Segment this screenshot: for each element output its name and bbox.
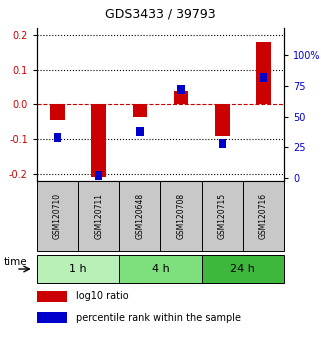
Bar [160, 181, 202, 251]
Bar [215, 104, 230, 136]
Bar [119, 181, 160, 251]
Bar [133, 104, 147, 116]
Bar [37, 255, 119, 283]
Text: GSM120708: GSM120708 [177, 193, 186, 239]
Bar [256, 42, 271, 104]
Text: 24 h: 24 h [230, 264, 255, 274]
Bar [37, 181, 78, 251]
Bar [174, 91, 188, 104]
Bar [91, 104, 106, 177]
Bar [50, 104, 65, 120]
Text: log10 ratio: log10 ratio [76, 291, 129, 301]
Text: 4 h: 4 h [152, 264, 169, 274]
Bar [178, 85, 185, 94]
Text: 1 h: 1 h [69, 264, 87, 274]
Bar [95, 171, 102, 180]
Text: GSM120711: GSM120711 [94, 193, 103, 239]
Bar [78, 181, 119, 251]
Bar [37, 312, 66, 323]
Bar [243, 181, 284, 251]
Text: time: time [3, 257, 27, 267]
Bar [37, 291, 66, 302]
Bar [136, 127, 143, 136]
Bar [202, 255, 284, 283]
Bar [219, 139, 226, 148]
Bar [202, 181, 243, 251]
Text: percentile rank within the sample: percentile rank within the sample [76, 313, 241, 322]
Text: GSM120715: GSM120715 [218, 193, 227, 239]
Bar [260, 73, 267, 82]
Text: GSM120648: GSM120648 [135, 193, 144, 239]
Text: GSM120716: GSM120716 [259, 193, 268, 239]
Bar [119, 255, 202, 283]
Text: GSM120710: GSM120710 [53, 193, 62, 239]
Bar [54, 133, 61, 142]
Text: GDS3433 / 39793: GDS3433 / 39793 [105, 8, 216, 21]
